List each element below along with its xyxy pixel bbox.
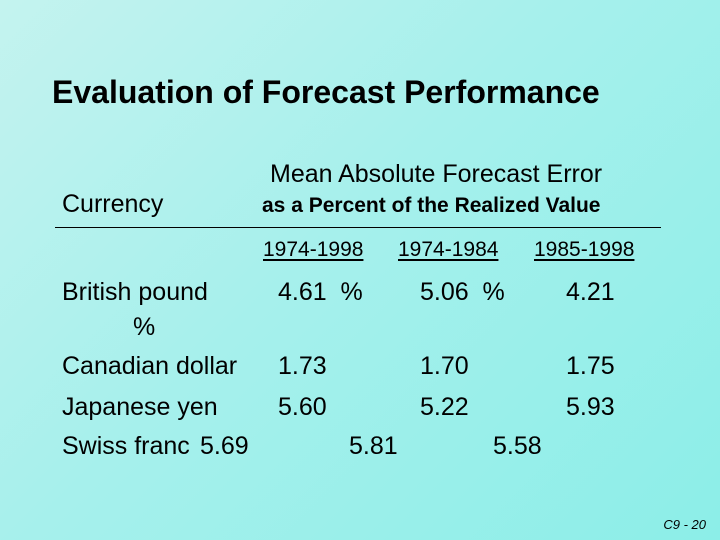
period-1974-1984: 1974-1984 (398, 238, 499, 261)
header-sub: as a Percent of the Realized Value (262, 194, 601, 217)
header-main: Mean Absolute Forecast Error (270, 160, 603, 188)
row-swiss-franc-v2: 5.81 (349, 432, 398, 460)
slide-title: Evaluation of Forecast Performance (52, 74, 600, 110)
row-canadian-dollar-v3: 1.75 (566, 352, 615, 380)
header-currency: Currency (62, 190, 164, 218)
row-canadian-dollar-v1: 1.73 (278, 352, 327, 380)
row-canadian-dollar-name: Canadian dollar (62, 352, 238, 380)
slide-number: C9 - 20 (663, 517, 706, 532)
row-japanese-yen-name: Japanese yen (62, 393, 218, 421)
row-japanese-yen-v2: 5.22 (420, 393, 469, 421)
row-canadian-dollar-v2: 1.70 (420, 352, 469, 380)
row-japanese-yen-v3: 5.93 (566, 393, 615, 421)
row-swiss-franc-name: Swiss franc (62, 432, 190, 460)
period-1985-1998: 1985-1998 (534, 238, 635, 261)
row-british-pound-v3: 4.21 (566, 278, 615, 306)
header-divider (55, 227, 661, 228)
row-japanese-yen-v1: 5.60 (278, 393, 327, 421)
period-1974-1998: 1974-1998 (263, 238, 364, 261)
row-british-pound-name: British pound (62, 278, 208, 306)
row-swiss-franc-v1: 5.69 (200, 432, 249, 460)
row-british-pound-v1: 4.61 % (278, 278, 363, 306)
row-british-pound-pct: % (133, 313, 156, 341)
row-british-pound-v2: 5.06 % (420, 278, 505, 306)
row-swiss-franc-v3: 5.58 (493, 432, 542, 460)
